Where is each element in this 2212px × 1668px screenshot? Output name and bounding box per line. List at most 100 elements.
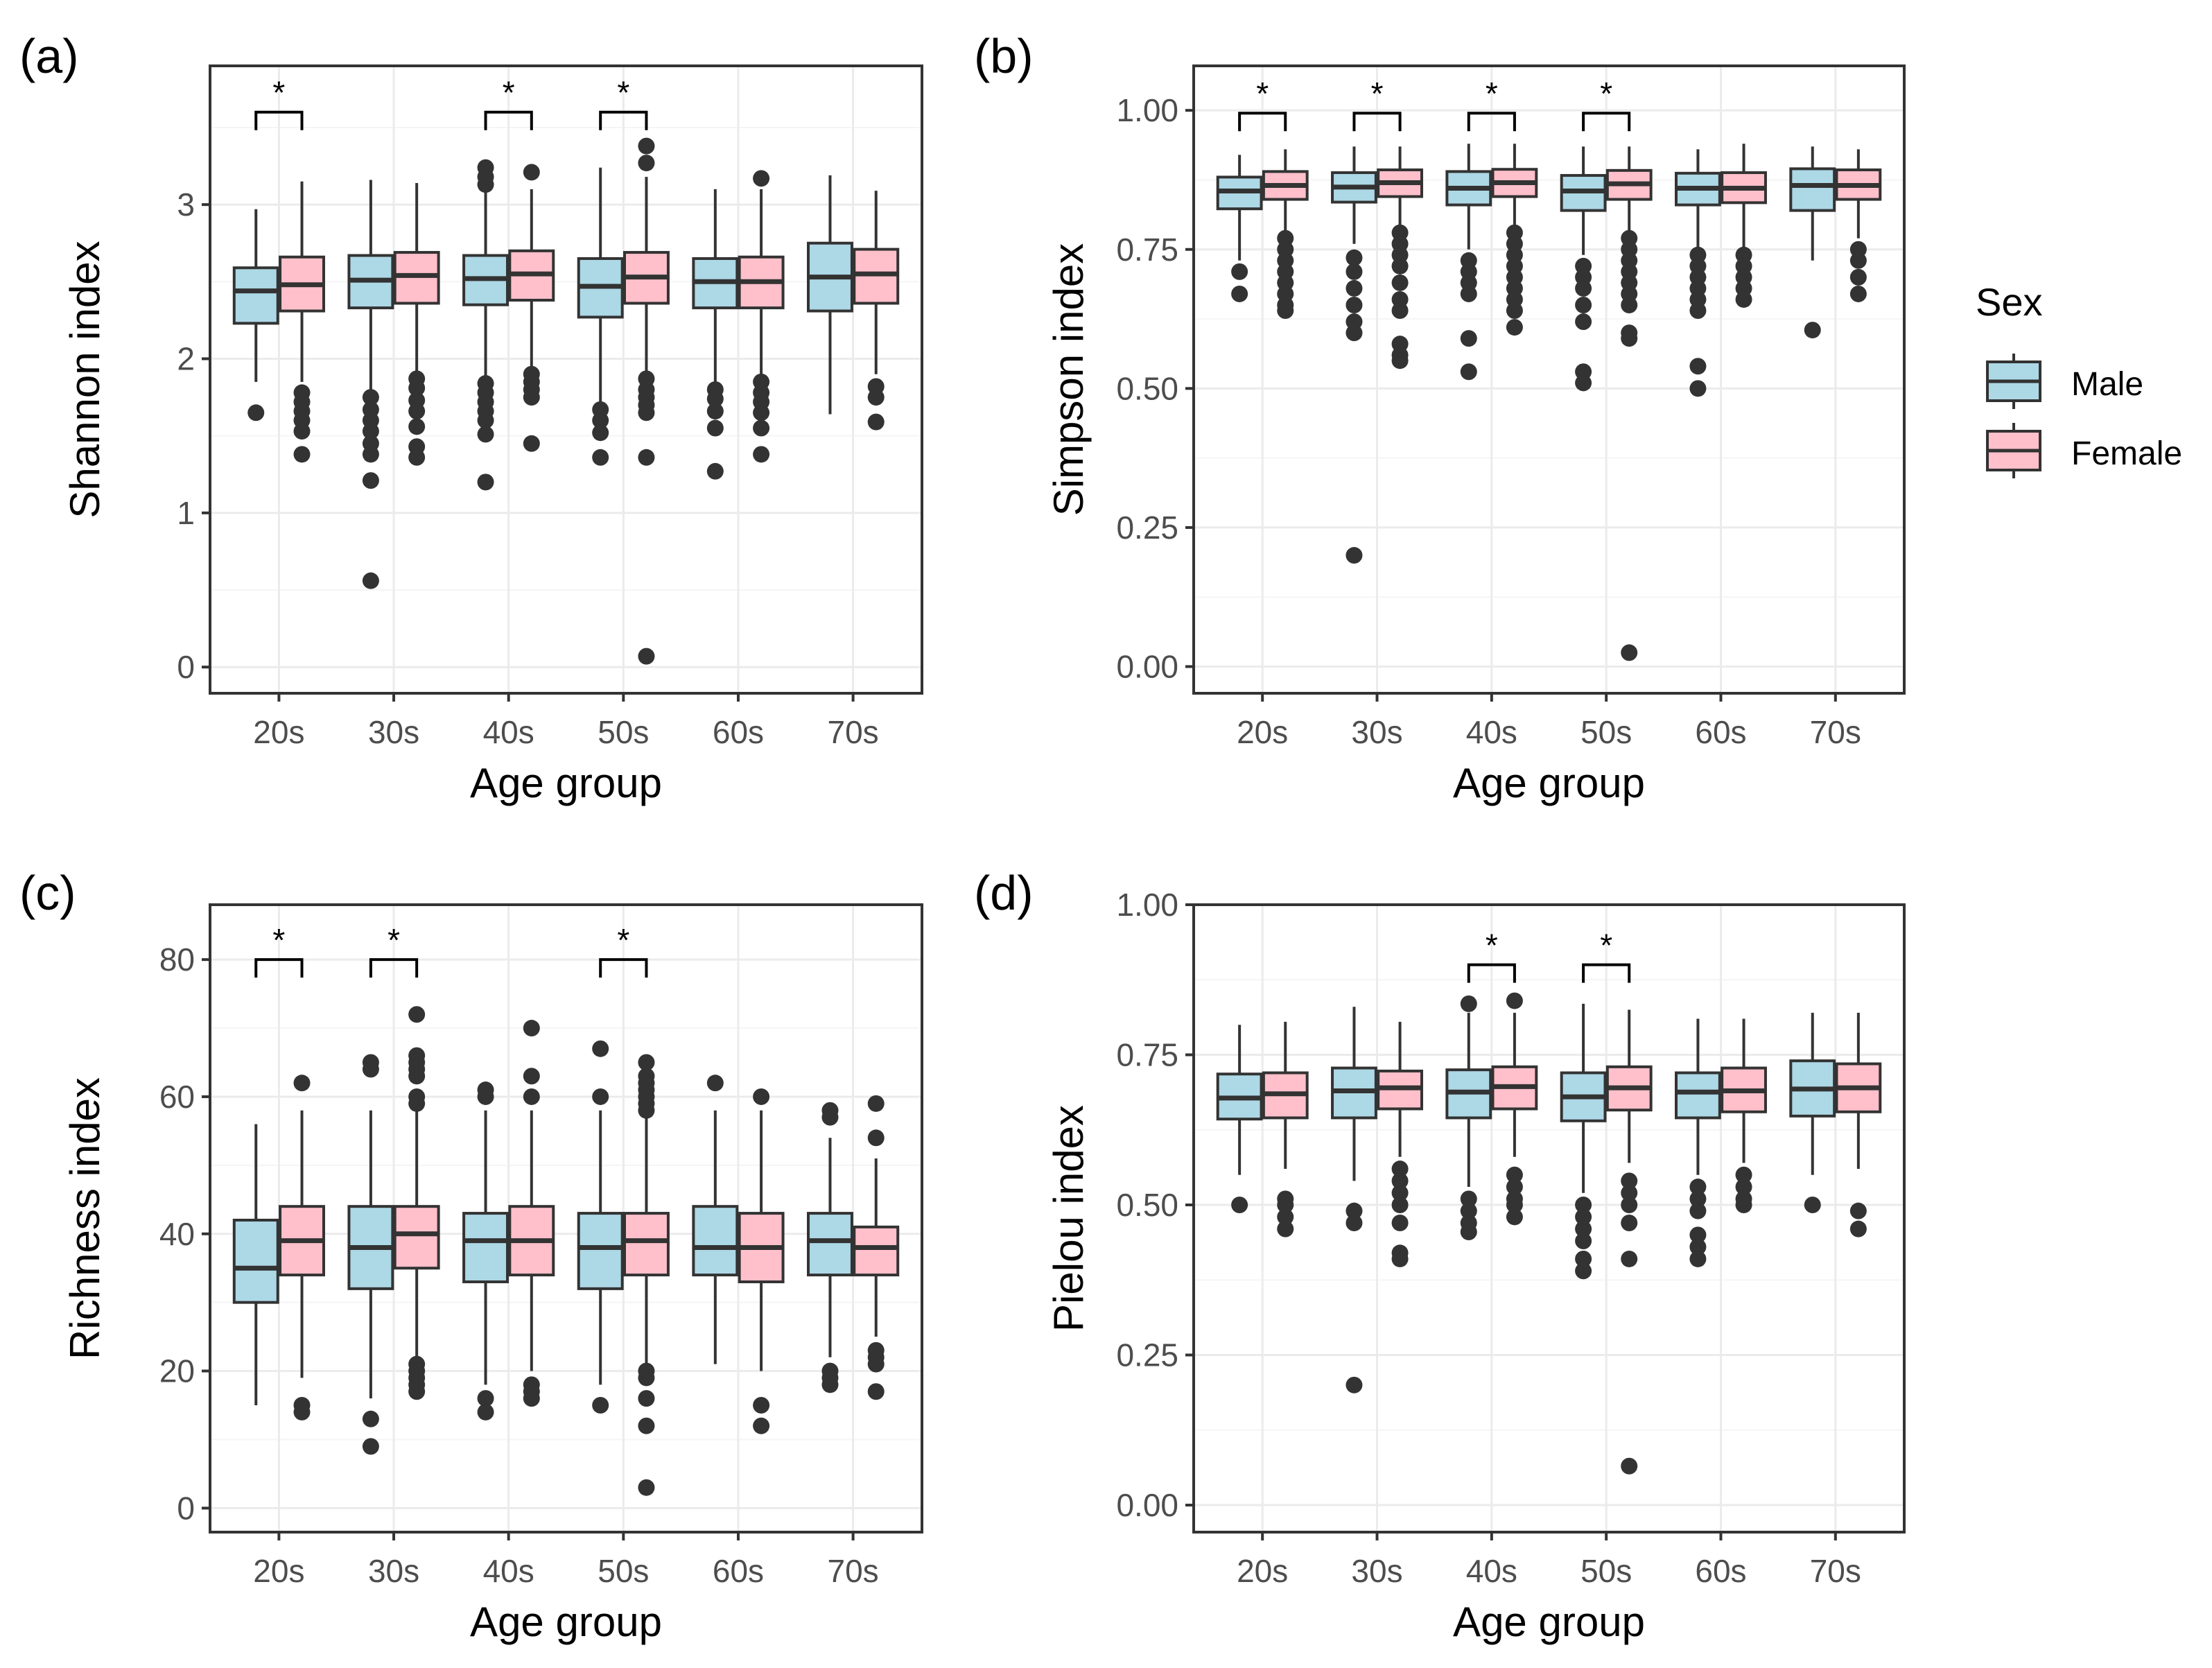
x-axis-title: Age group (470, 1599, 662, 1645)
panel-3: (d) * * 0.00 0.25 0.50 0.75 1.00 20s 30s 40s 50s 60s… (974, 866, 1906, 1645)
y-tick-label: 0.25 (1116, 510, 1178, 546)
y-axis-title: Richness index (62, 1077, 108, 1359)
y-tick-label: 60 (159, 1079, 195, 1115)
panel-tag: (d) (974, 866, 1034, 920)
x-tick-label: 70s (1810, 1553, 1861, 1589)
plot-background (210, 66, 922, 693)
outlier-point (753, 404, 770, 422)
outlier-point (1621, 296, 1638, 313)
box-male-20s (232, 209, 279, 422)
significance-star: * (503, 75, 515, 111)
outlier-point (1689, 358, 1707, 375)
outlier-point (867, 1095, 885, 1112)
outlier-point (592, 412, 609, 429)
outlier-point (408, 379, 426, 397)
box-male-30s (347, 180, 394, 589)
box-iqr (622, 1212, 670, 1277)
outlier-point (1849, 1202, 1867, 1219)
outlier-point (867, 389, 885, 406)
box-male-20s (1216, 1025, 1263, 1214)
outlier-point (1621, 330, 1638, 347)
outlier-point (408, 1095, 426, 1112)
outlier-point (867, 413, 885, 431)
outlier-point (1391, 1250, 1409, 1267)
outlier-point (1277, 1208, 1294, 1226)
outlier-point (638, 1417, 655, 1434)
box-female-70s (853, 191, 900, 431)
significance-bracket (1352, 112, 1402, 132)
box-female-50s (622, 1054, 670, 1496)
significance-bracket (254, 110, 304, 130)
outlier-point (1849, 252, 1867, 269)
outlier-point (867, 1355, 885, 1373)
y-tick-label: 0 (177, 649, 195, 685)
box-male-20s (1216, 155, 1263, 302)
box-female-60s (738, 1088, 785, 1434)
outlier-point (523, 435, 540, 452)
outlier-point (408, 1383, 426, 1400)
outlier-point (1231, 285, 1248, 302)
x-tick-label: 20s (1237, 1553, 1288, 1589)
outlier-point (1575, 1232, 1592, 1249)
outlier-point (706, 1075, 724, 1092)
outlier-point (1849, 268, 1867, 286)
y-axis-title: Simpson index (1045, 243, 1092, 516)
box-male-30s (1331, 146, 1377, 564)
y-tick-label: 3 (177, 186, 195, 223)
x-axis-title: Age group (1453, 760, 1645, 806)
box-female-20s (1262, 1021, 1309, 1237)
box-iqr (577, 1212, 624, 1290)
significance-40s: * (1467, 76, 1516, 132)
legend-key-male (1986, 354, 2041, 409)
significance-bracket (1238, 112, 1287, 132)
outlier-point (706, 419, 724, 437)
x-tick-label: 40s (1466, 714, 1517, 750)
outlier-point (1735, 1197, 1752, 1214)
y-tick-label: 20 (159, 1353, 195, 1389)
significance-bracket (254, 958, 304, 978)
significance-bracket (484, 110, 533, 130)
outlier-point (867, 1129, 885, 1147)
outlier-point (1391, 1184, 1409, 1201)
outlier-point (293, 1075, 311, 1092)
outlier-point (1689, 380, 1707, 397)
outlier-point (408, 1006, 426, 1023)
outlier-point (477, 1403, 494, 1421)
box-female-50s (622, 137, 670, 665)
outlier-point (1346, 547, 1363, 564)
outlier-point (1391, 1197, 1409, 1214)
x-tick-label: 30s (368, 714, 419, 750)
significance-star: * (272, 75, 285, 111)
outlier-point (1621, 1457, 1638, 1475)
box-female-50s (1605, 1009, 1653, 1475)
outlier-point (638, 1390, 655, 1407)
significance-star: * (1600, 928, 1612, 964)
box-male-70s (1789, 1012, 1836, 1214)
outlier-point (1575, 1197, 1592, 1214)
significance-40s: * (484, 75, 533, 130)
significance-star: * (387, 922, 400, 958)
outlier-point (1460, 1223, 1477, 1240)
box-male-70s (807, 1102, 853, 1393)
outlier-point (638, 404, 655, 422)
box-male-30s (347, 1054, 394, 1455)
x-tick-label: 70s (828, 714, 879, 750)
outlier-point (592, 1040, 609, 1057)
outlier-point (1506, 1179, 1523, 1196)
x-tick-label: 30s (368, 1553, 419, 1589)
legend-label-male: Male (2071, 366, 2143, 403)
outlier-point (1621, 1197, 1638, 1214)
box-iqr (853, 1225, 900, 1277)
outlier-point (523, 1390, 540, 1407)
outlier-point (1621, 1172, 1638, 1190)
significance-star: * (617, 75, 629, 111)
x-tick-label: 40s (483, 714, 534, 750)
box-iqr (232, 1218, 279, 1304)
box-female-30s (393, 182, 440, 466)
significance-bracket (1467, 112, 1516, 132)
box-male-40s (1445, 144, 1492, 381)
outlier-point (592, 424, 609, 442)
outlier-point (638, 137, 655, 155)
legend-key-female (1986, 423, 2041, 478)
outlier-point (1346, 279, 1363, 297)
